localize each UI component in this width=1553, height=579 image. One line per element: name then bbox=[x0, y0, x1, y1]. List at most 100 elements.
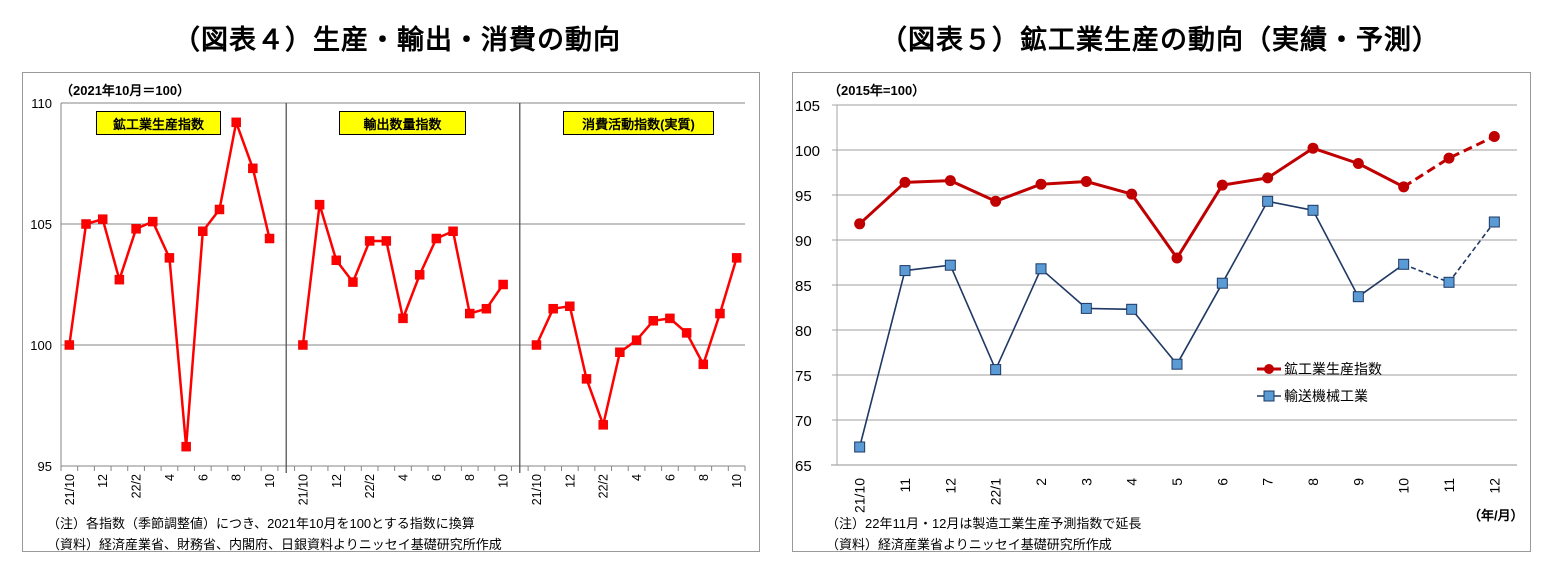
data-point-square bbox=[314, 199, 325, 210]
data-point-circle bbox=[990, 195, 1002, 207]
data-point-square bbox=[331, 255, 342, 266]
data-point-circle bbox=[1398, 181, 1410, 193]
x-axis-tick-label: 8 bbox=[697, 474, 711, 481]
figure-5-x-axis-unit: （年/月） bbox=[1468, 508, 1524, 523]
data-point-circle bbox=[944, 175, 956, 187]
y-axis-tick-label: 95 bbox=[795, 188, 812, 205]
data-point-circle bbox=[1126, 188, 1138, 200]
data-point-square bbox=[899, 265, 911, 277]
data-point-square bbox=[214, 204, 225, 215]
data-point-circle bbox=[1216, 179, 1228, 191]
figure-5-source: （資料）経済産業省よりニッセイ基礎研究所作成 bbox=[826, 537, 1112, 552]
data-point-square bbox=[464, 308, 475, 319]
data-point-square bbox=[698, 359, 709, 370]
x-axis-tick-label: 21/10 bbox=[852, 478, 868, 513]
data-point-square bbox=[1126, 303, 1138, 315]
figure-4-source: （資料）経済産業省、財務省、内閣府、日銀資料よりニッセイ基礎研究所作成 bbox=[47, 537, 502, 552]
x-axis-tick-label: 6 bbox=[430, 474, 444, 481]
data-point-square bbox=[348, 277, 358, 287]
x-axis-tick-label: 6 bbox=[663, 474, 677, 481]
figure-5-note: （注）22年11月・12月は製造工業生産予測指数で延長 bbox=[826, 516, 1142, 531]
data-point-square bbox=[854, 441, 866, 453]
x-axis-tick-label: 9 bbox=[1350, 478, 1366, 486]
x-axis-tick-label: 21/10 bbox=[296, 474, 310, 505]
x-axis-tick-label: 10 bbox=[497, 474, 511, 488]
data-point-square bbox=[731, 253, 742, 263]
data-point-square bbox=[97, 214, 108, 224]
x-axis-tick-label: 8 bbox=[463, 474, 477, 481]
data-point-square bbox=[1035, 263, 1047, 275]
data-point-square bbox=[181, 441, 191, 452]
blue-square-line-icon bbox=[1257, 390, 1281, 401]
data-point-square bbox=[264, 233, 275, 244]
y-axis-tick-label: 90 bbox=[795, 233, 812, 250]
data-point-square bbox=[231, 117, 241, 128]
y-axis-tick-label: 105 bbox=[30, 217, 52, 232]
data-point-circle bbox=[1307, 142, 1319, 154]
y-axis-tick-label: 75 bbox=[795, 368, 812, 385]
legend-item-transport-machinery: 輸送機械工業 bbox=[1257, 382, 1382, 409]
data-point-square bbox=[398, 313, 408, 324]
data-point-square bbox=[1398, 258, 1410, 270]
data-point-square bbox=[431, 233, 442, 244]
x-axis-tick-label: 4 bbox=[1124, 478, 1140, 486]
x-axis-tick-label: 12 bbox=[96, 474, 110, 488]
data-point-square bbox=[1307, 204, 1319, 216]
data-point-square bbox=[298, 340, 308, 350]
x-axis-tick-label: 22/2 bbox=[597, 474, 611, 498]
data-point-square bbox=[164, 253, 175, 263]
data-point-square bbox=[414, 270, 425, 280]
figure-4-chart-frame bbox=[22, 72, 760, 552]
data-point-circle bbox=[1171, 252, 1183, 264]
data-point-square bbox=[615, 347, 625, 358]
figure-5-legend: 鉱工業生産指数 輸送機械工業 bbox=[1257, 355, 1382, 409]
panel-label-consumption-activity: 消費活動指数(実質) bbox=[563, 111, 714, 135]
data-point-circle bbox=[1352, 158, 1364, 169]
data-point-square bbox=[1216, 277, 1228, 289]
data-point-square bbox=[631, 335, 642, 345]
x-axis-tick-label: 6 bbox=[1214, 478, 1230, 486]
data-point-square bbox=[1352, 291, 1364, 303]
data-line bbox=[68, 121, 271, 448]
x-axis-tick-label: 21/10 bbox=[63, 474, 77, 505]
data-point-circle bbox=[899, 176, 911, 188]
figure-4-title: （図表４）生産・輸出・消費の動向 bbox=[173, 25, 621, 55]
series-line-actual bbox=[858, 146, 1405, 260]
data-point-square bbox=[548, 303, 558, 314]
figure-4-unit-label: （2021年10月＝100） bbox=[60, 83, 191, 98]
y-axis-tick-label: 100 bbox=[795, 143, 820, 160]
x-axis-tick-label: 4 bbox=[397, 474, 411, 481]
legend-item-industrial-production: 鉱工業生産指数 bbox=[1257, 355, 1382, 382]
data-point-circle bbox=[1080, 176, 1092, 187]
data-point-square bbox=[944, 259, 956, 271]
x-axis-tick-label: 8 bbox=[230, 474, 244, 481]
data-point-circle bbox=[1488, 131, 1500, 142]
data-point-circle bbox=[854, 218, 866, 230]
legend-label: 鉱工業生産指数 bbox=[1284, 360, 1382, 377]
figure-5-chart-frame bbox=[792, 72, 1531, 552]
x-axis-tick-label: 11 bbox=[897, 478, 913, 493]
data-point-square bbox=[648, 316, 658, 326]
y-axis-tick-label: 105 bbox=[795, 98, 820, 115]
y-axis-tick-label: 110 bbox=[31, 96, 52, 111]
data-point-square bbox=[498, 279, 508, 290]
series-line-actual bbox=[858, 200, 1405, 448]
data-point-square bbox=[1080, 302, 1092, 314]
x-axis-tick-label: 2 bbox=[1033, 478, 1049, 486]
x-axis-tick-label: 6 bbox=[196, 474, 210, 481]
data-point-square bbox=[581, 374, 592, 384]
figure-5-title: （図表５）鉱工業生産の動向（実績・予測） bbox=[880, 25, 1440, 55]
y-axis-tick-label: 100 bbox=[30, 338, 52, 353]
data-line bbox=[301, 203, 505, 346]
data-point-circle bbox=[1262, 172, 1274, 184]
data-point-square bbox=[364, 236, 375, 246]
data-point-square bbox=[681, 328, 692, 338]
x-axis-tick-label: 10 bbox=[263, 474, 277, 488]
x-axis-tick-label: 12 bbox=[330, 474, 344, 488]
x-axis-tick-label: 7 bbox=[1260, 478, 1276, 486]
figure-4-note: （注）各指数（季節調整値）につき、2021年10月を100とする指数に換算 bbox=[47, 516, 475, 531]
data-point-square bbox=[198, 226, 208, 237]
data-point-square bbox=[565, 301, 575, 312]
x-axis-tick-label: 12 bbox=[563, 474, 577, 488]
data-point-square bbox=[381, 236, 392, 246]
